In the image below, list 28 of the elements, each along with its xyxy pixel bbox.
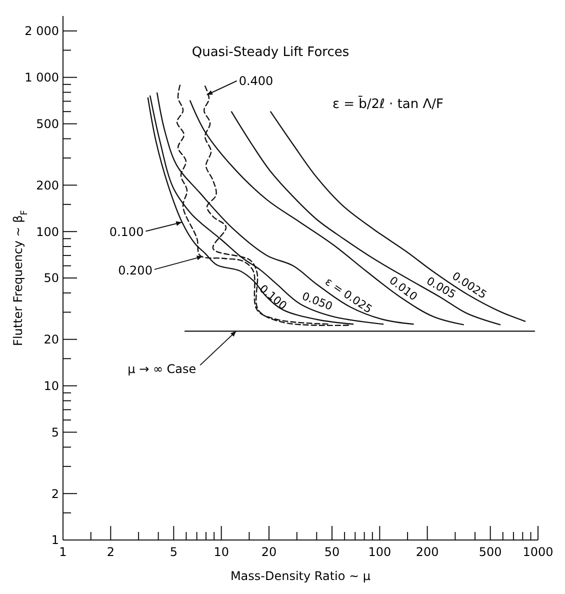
- text: Quasi-Steady Lift Forces: [192, 45, 350, 60]
- x-tick-label: 50: [324, 545, 340, 559]
- y-tick-label: 2 000: [24, 24, 59, 38]
- annotation: μ → ∞ Case: [128, 362, 196, 376]
- x-tick-label: 10: [214, 545, 229, 559]
- x-tick-label: 2: [106, 545, 114, 559]
- text: 0.050: [300, 290, 334, 314]
- x-tick-label: 500: [478, 545, 502, 559]
- x-tick-label: 100: [368, 545, 392, 559]
- annotation: 0.400: [238, 74, 274, 88]
- y-tick-label: 2: [51, 486, 59, 501]
- x-tick-label: 200: [416, 545, 439, 559]
- y-tick-label: 500: [36, 116, 59, 131]
- x-tick-label: 5: [170, 545, 178, 559]
- y-tick-label: 20: [44, 332, 59, 347]
- y-tick-label: 200: [36, 178, 59, 192]
- y-tick-label: 1: [51, 533, 59, 548]
- x-axis-title: Mass-Density Ratio ~ μ: [230, 569, 371, 583]
- x-tick-label: 20: [261, 545, 277, 559]
- y-tick-label: 50: [44, 271, 59, 286]
- x-tick-label: 1000: [522, 545, 554, 559]
- annotation: ε = b̄/2ℓ · tan Λ/F: [332, 96, 444, 112]
- annotation: 0.100: [109, 225, 144, 240]
- annotation: 0.200: [118, 263, 152, 278]
- y-tick-label: 100: [36, 224, 59, 239]
- y-tick-label: 10: [44, 378, 59, 393]
- y-tick-label: 1 000: [24, 70, 59, 85]
- y-tick-label: 5: [51, 425, 59, 440]
